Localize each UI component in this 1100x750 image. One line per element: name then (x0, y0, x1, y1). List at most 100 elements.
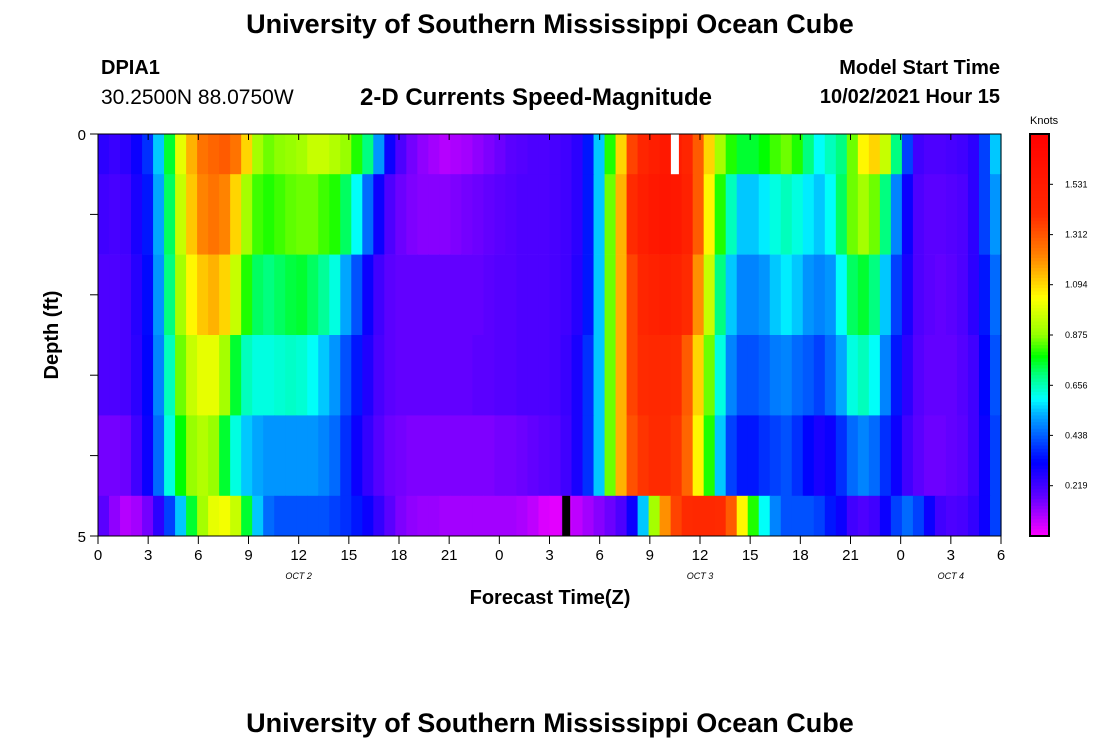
heatmap-cell (406, 134, 418, 175)
heatmap-cell (703, 335, 716, 416)
heatmap-cell (329, 134, 341, 175)
page-title: University of Southern Mississippi Ocean… (246, 9, 854, 39)
heatmap-cell (692, 174, 705, 255)
heatmap-cell (890, 174, 903, 255)
heatmap-cell (571, 174, 584, 255)
heatmap-cell (604, 134, 617, 175)
heatmap-cell (483, 134, 496, 175)
x-tick-label: 18 (391, 547, 408, 564)
heatmap-cell (318, 335, 330, 416)
heatmap-cell (890, 134, 903, 175)
heatmap-cell (736, 254, 749, 336)
heatmap-cell (978, 254, 991, 336)
heatmap-cell (263, 174, 275, 255)
colorbar-swatch (1030, 254, 1049, 259)
heatmap-cell (681, 134, 694, 175)
heatmap-cell (230, 335, 242, 416)
heatmap-cell (813, 495, 826, 537)
colorbar-swatch (1030, 284, 1049, 289)
heatmap-cell (802, 335, 815, 416)
heatmap-cell (340, 415, 352, 497)
heatmap-cell (527, 254, 540, 336)
heatmap-cell (747, 174, 760, 255)
heatmap-marker (562, 495, 571, 536)
heatmap-cell (494, 174, 507, 255)
heatmap-cell (120, 174, 132, 255)
heatmap-cell (483, 254, 496, 336)
colorbar-title: Knots (1030, 115, 1059, 127)
heatmap-cell (175, 495, 187, 537)
heatmap-cell (912, 134, 925, 175)
heatmap-cell (901, 335, 914, 416)
heatmap-cell (890, 415, 903, 497)
heatmap-cell (164, 335, 176, 416)
heatmap-cell (560, 335, 573, 416)
heatmap-cell (879, 335, 892, 416)
colorbar-swatch (1030, 237, 1049, 242)
heatmap-cell (967, 174, 980, 255)
heatmap-cell (615, 174, 628, 255)
heatmap-cell (296, 174, 308, 255)
heatmap-cell (791, 134, 804, 175)
heatmap-cell (901, 415, 914, 497)
heatmap-cell (780, 495, 793, 537)
heatmap-cell (230, 254, 242, 336)
heatmap-cell (285, 254, 297, 336)
heatmap-cell (703, 174, 716, 255)
colorbar-swatch (1030, 207, 1049, 212)
heatmap-cell (219, 174, 231, 255)
heatmap-cell (835, 134, 848, 175)
colorbar-swatch (1030, 355, 1049, 360)
heatmap-cell (989, 335, 1002, 416)
heatmap-cell (802, 134, 815, 175)
heatmap-cell (164, 415, 176, 497)
heatmap-cell (120, 335, 132, 416)
colorbar-swatch (1030, 180, 1049, 185)
colorbar-swatch (1030, 469, 1049, 473)
heatmap-cell (923, 495, 936, 537)
colorbar-swatch (1030, 348, 1049, 353)
colorbar-swatch (1030, 522, 1049, 527)
colorbar-swatch (1030, 455, 1049, 460)
heatmap-cell (659, 335, 672, 416)
heatmap-cell (725, 495, 738, 537)
colorbar-swatch (1030, 375, 1049, 380)
heatmap-cell (131, 134, 143, 175)
heatmap-cell (362, 254, 374, 336)
date-label: OCT 4 (938, 571, 965, 581)
heatmap-cell (153, 495, 165, 537)
heatmap-cell (549, 174, 562, 255)
heatmap-cell (494, 134, 507, 175)
heatmap-cell (769, 415, 782, 497)
colorbar-swatch (1030, 190, 1049, 195)
heatmap-cell (593, 174, 606, 255)
colorbar-swatch (1030, 294, 1049, 299)
x-tick-label: 6 (194, 547, 202, 564)
x-tick-label: 18 (792, 547, 809, 564)
heatmap-cell (373, 254, 385, 336)
heatmap-cell (923, 134, 936, 175)
heatmap-cell (164, 495, 176, 537)
colorbar-swatch (1030, 184, 1049, 189)
heatmap-cell (835, 254, 848, 336)
heatmap-cell (824, 495, 837, 537)
heatmap-cell (274, 495, 286, 537)
heatmap-cell (450, 254, 462, 336)
heatmap-cell (274, 254, 286, 336)
heatmap-cell (98, 495, 110, 537)
heatmap-cell (934, 254, 947, 336)
heatmap-cell (439, 495, 451, 537)
heatmap-cell (175, 335, 187, 416)
heatmap-cell (857, 335, 870, 416)
heatmap-marker (670, 134, 679, 175)
heatmap-cell (252, 415, 264, 497)
heatmap-cell (186, 174, 198, 255)
heatmap-cell (692, 134, 705, 175)
heatmap-cell (989, 174, 1002, 255)
heatmap-cell (153, 134, 165, 175)
heatmap-cell (263, 415, 275, 497)
heatmap-cell (945, 174, 958, 255)
x-tick-label: 15 (742, 547, 759, 564)
heatmap-cell (219, 254, 231, 336)
colorbar-swatch (1030, 187, 1049, 192)
